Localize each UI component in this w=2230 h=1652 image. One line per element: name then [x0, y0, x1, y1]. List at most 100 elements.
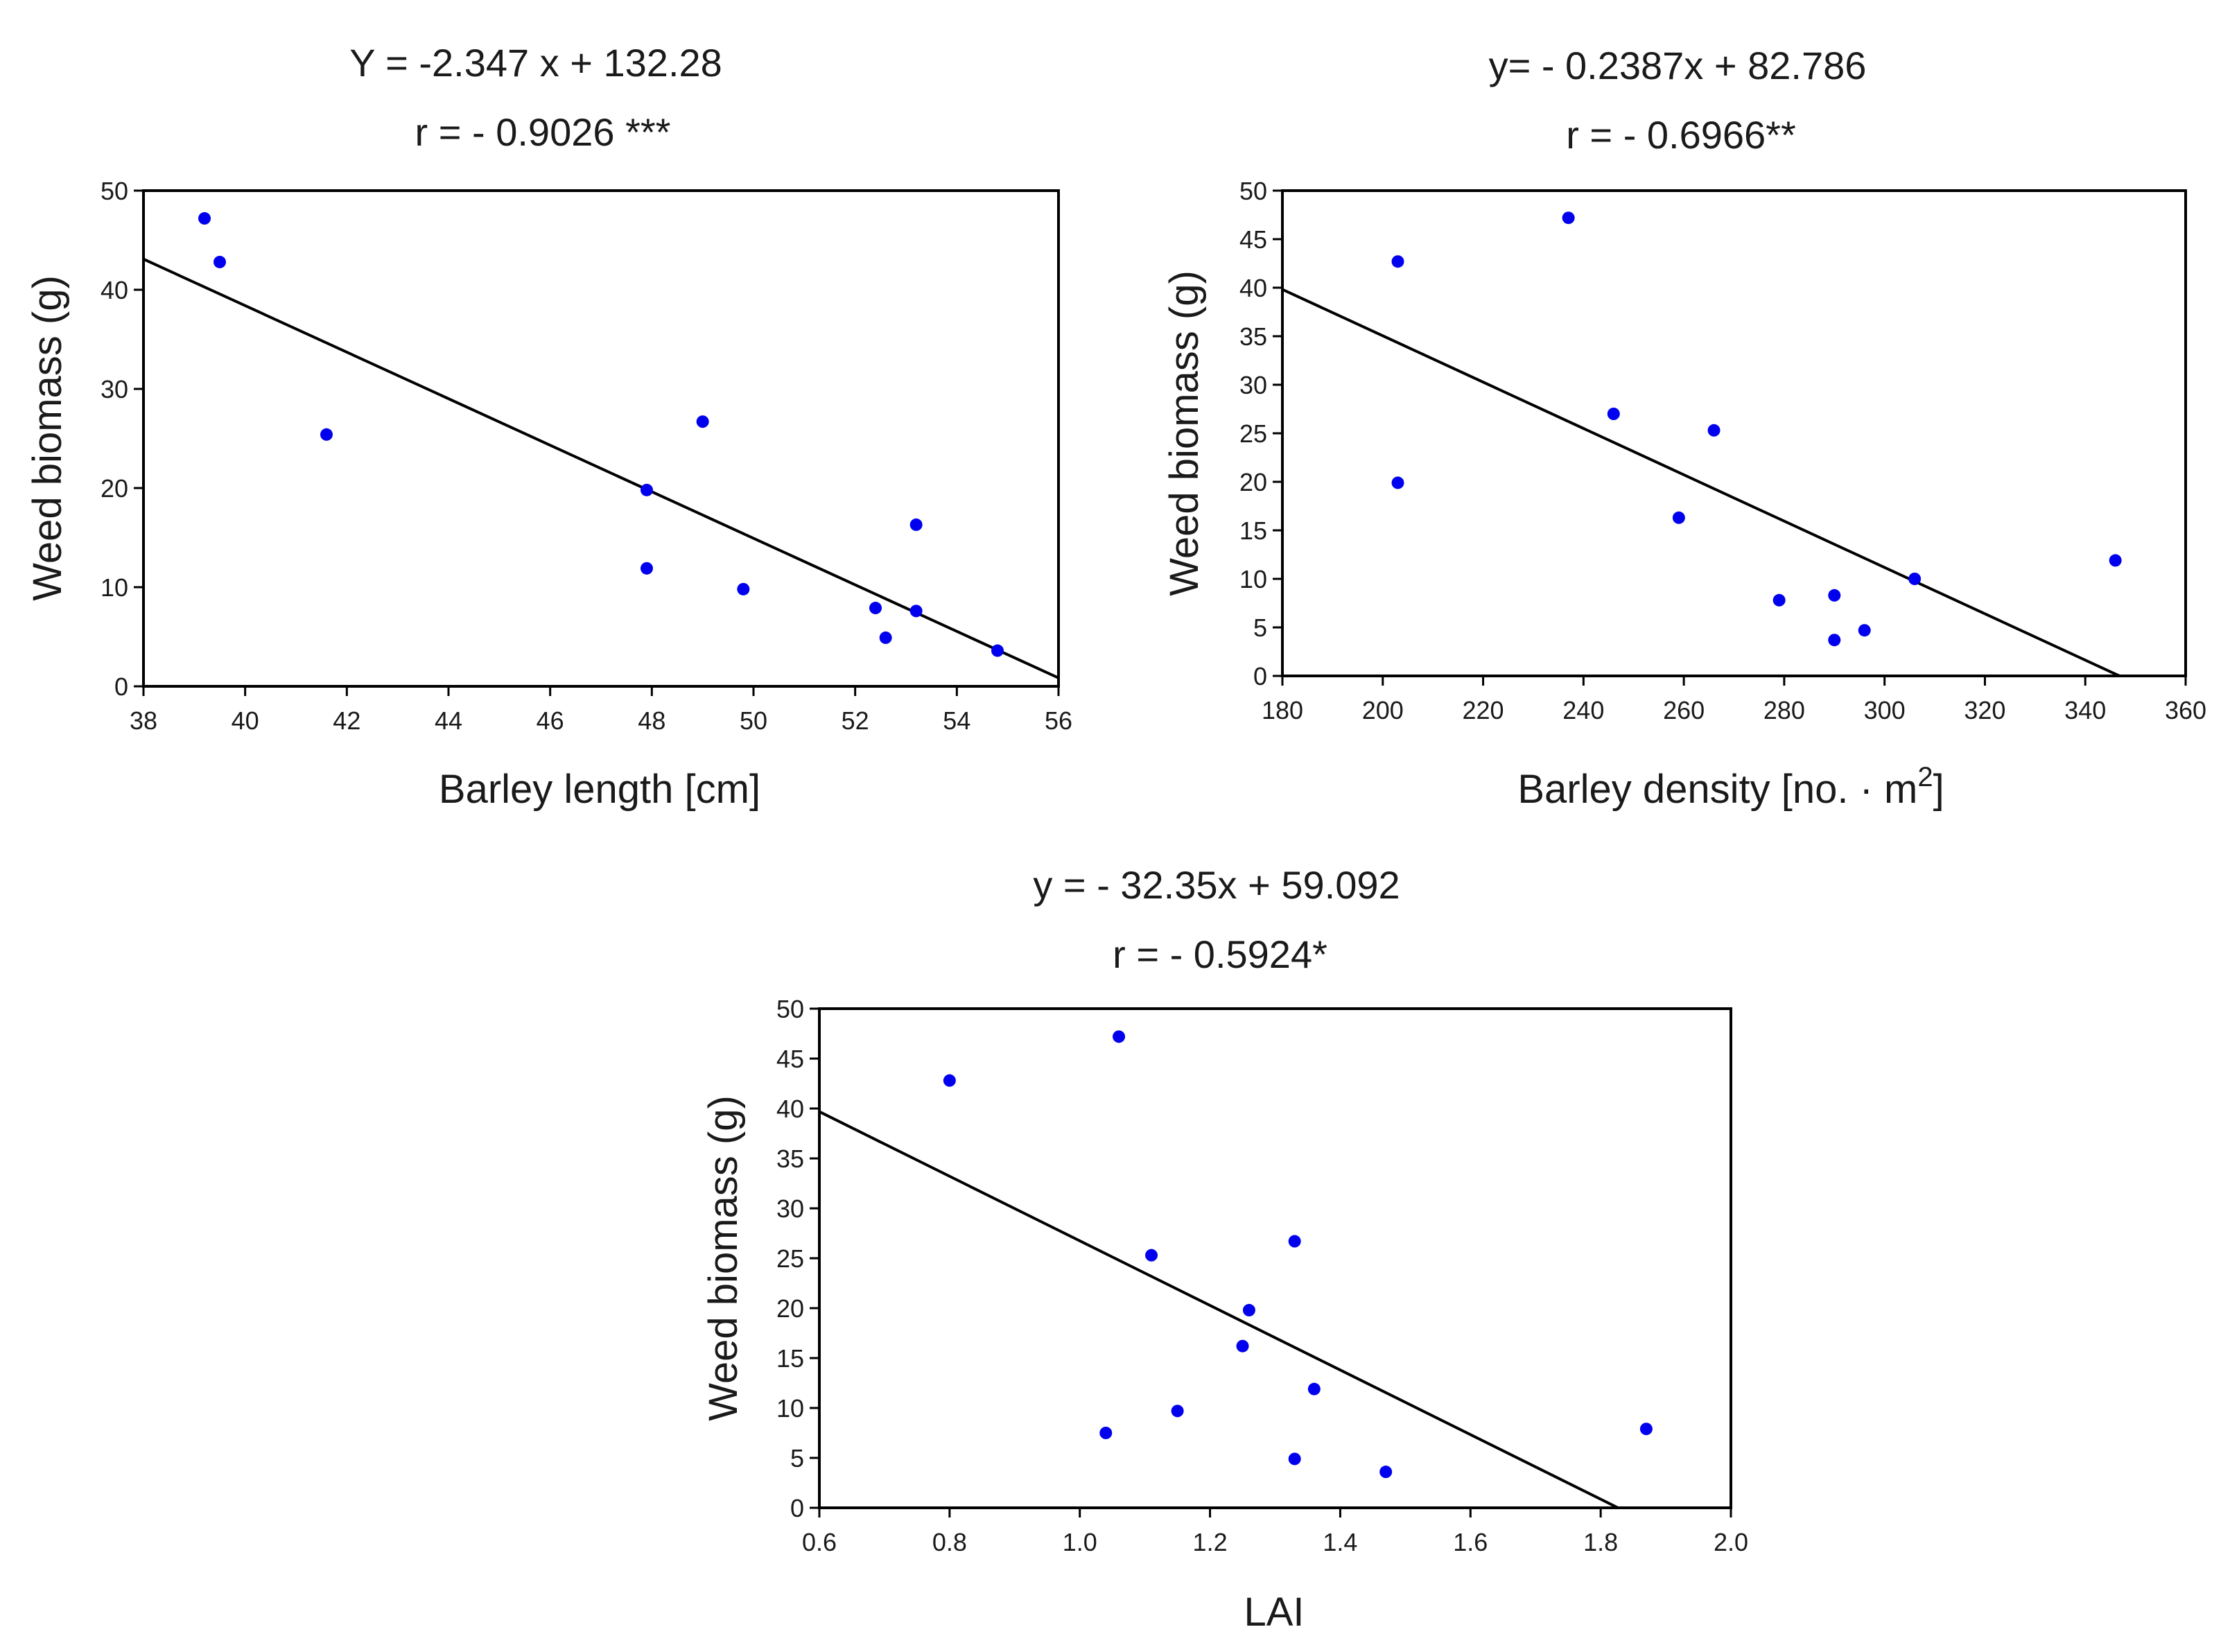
chart1-x-tick-label: 42	[333, 706, 360, 735]
chart2-trend-line	[1282, 288, 2120, 677]
chart2-y-tick-label: 0	[1253, 662, 1267, 690]
chart3-x-tick-label: 1.2	[1193, 1528, 1228, 1556]
chart3-data-point	[1113, 1030, 1126, 1043]
chart1-data-point	[320, 428, 333, 441]
chart1-data-point	[737, 582, 750, 595]
chart3-x-axis-label: LAI	[1244, 1590, 1304, 1635]
chart1-x-tick-label: 54	[943, 706, 970, 735]
chart2-y-tick-label: 40	[1239, 274, 1267, 302]
chart2-data-point	[1772, 593, 1786, 607]
chart3-data-point	[1171, 1405, 1184, 1418]
chart3-y-tick-label: 10	[776, 1394, 804, 1423]
chart3-y-tick-label: 35	[776, 1145, 804, 1173]
chart2-x-axis-label: Barley density [no. · m2]	[1517, 762, 1944, 812]
chart2-y-tick-label: 10	[1239, 565, 1267, 593]
chart1-x-tick-label: 56	[1045, 706, 1072, 735]
chart3-data-point	[1099, 1427, 1113, 1439]
chart3-x-tick-label: 0.6	[802, 1528, 837, 1556]
chart1-y-tick-label: 20	[101, 474, 128, 503]
chart2-x-tick-label: 260	[1663, 696, 1705, 724]
chart3-data-point	[1288, 1452, 1301, 1466]
chart3-x-tick-label: 0.8	[932, 1528, 967, 1556]
chart2-x-tick-label: 220	[1463, 696, 1504, 724]
chart2-equation: y= - 0.2387x + 82.786	[1488, 44, 1867, 87]
chart2-data-point	[1828, 589, 1841, 602]
chart2-x-tick-label: 340	[2064, 696, 2106, 724]
chart2-data-point	[1828, 634, 1841, 647]
chart3-data-point	[943, 1074, 956, 1087]
chart2-data-point	[1607, 408, 1620, 420]
chart3-y-tick-label: 20	[776, 1294, 804, 1323]
chart1-data-point	[198, 212, 211, 225]
chart2-x-tick-label: 320	[1964, 696, 2005, 724]
chart1-y-tick-label: 40	[101, 276, 128, 304]
chart2-data-point	[1908, 573, 1922, 585]
chart2-plot: Barley density [no. · m2] Weed biomass (…	[1162, 177, 2206, 812]
chart2-plot-frame	[1281, 189, 2187, 677]
chart3-plot-frame	[818, 1007, 1732, 1509]
chart3-r-value: r = - 0.5924*	[1113, 932, 1327, 976]
chart3-y-axis-label: Weed biomass (g)	[701, 1095, 746, 1421]
chart1-plot: Barley length [cm] Weed biomass (g) 0 10 2…	[25, 177, 1072, 812]
chart2-data-point	[1672, 511, 1685, 524]
chart1-x-tick-label: 38	[130, 706, 157, 735]
chart1-data-point	[909, 605, 923, 618]
chart1-x-tick-label: 40	[232, 706, 259, 735]
chart1-data-point	[991, 644, 1004, 657]
chart3-x-tick-label: 2.0	[1714, 1528, 1748, 1556]
chart2-data-point	[1391, 255, 1404, 268]
chart2-data-point	[1391, 476, 1404, 489]
chart3-y-tick-label: 40	[776, 1095, 804, 1123]
chart2-y-tick-label: 35	[1239, 322, 1267, 351]
chart1-data-point	[909, 518, 923, 531]
chart2-data-point	[2109, 554, 2122, 567]
chart1-data-point	[696, 415, 709, 428]
chart1-equation: Y = -2.347 x + 132.28	[349, 41, 722, 85]
chart2-y-tick-label: 30	[1239, 371, 1267, 399]
chart3-y-tick-label: 0	[790, 1494, 804, 1522]
chart1-x-tick-label: 46	[537, 706, 564, 735]
chart3-data-point	[1307, 1382, 1321, 1395]
chart2-x-axis-label-sup: 2	[1917, 762, 1933, 792]
chart1-data-point	[641, 483, 653, 496]
chart2-y-tick-label: 5	[1253, 614, 1267, 642]
chart2-data-point	[1707, 424, 1721, 437]
chart2-x-tick-label: 240	[1562, 696, 1604, 724]
chart3-plot: LAI Weed biomass (g) 0 5 10 15 20 25 30 35 40 45 5…	[701, 995, 1748, 1635]
chart3-y-tick-label: 15	[776, 1344, 804, 1373]
chart2-y-tick-label: 45	[1239, 225, 1267, 254]
chart3-data-point	[1639, 1423, 1653, 1436]
chart3-y-tick-label: 45	[776, 1045, 804, 1073]
chart3-y-tick-label: 30	[776, 1194, 804, 1223]
chart3-data-point	[1288, 1235, 1301, 1248]
chart3-x-tick-label: 1.4	[1323, 1528, 1357, 1556]
chart3-data-point	[1236, 1339, 1249, 1353]
chart3-data-point	[1145, 1249, 1158, 1262]
chart1-data-point	[641, 562, 653, 575]
chart1-y-tick-label: 30	[101, 375, 128, 403]
chart1-trend-line	[143, 257, 1059, 679]
chart3-data-point	[1242, 1303, 1255, 1316]
chart2-x-tick-label: 280	[1763, 696, 1805, 724]
chart2-y-tick-label: 25	[1239, 419, 1267, 448]
chart1-x-tick-label: 50	[740, 706, 767, 735]
chart1-data-point	[214, 255, 226, 268]
chart1-plot-frame	[142, 189, 1060, 688]
chart1-y-tick-label: 0	[114, 672, 128, 701]
chart3-trend-line	[819, 1110, 1619, 1509]
chart3-y-tick-label: 50	[776, 995, 804, 1023]
chart2-x-tick-label: 360	[2165, 696, 2206, 724]
chart2-x-axis-label-end: ]	[1933, 767, 1944, 812]
chart1-x-axis-label: Barley length [cm]	[439, 767, 760, 812]
chart1-data-point	[879, 631, 892, 644]
chart2-x-axis-label-main: Barley density [no. · m	[1517, 767, 1917, 812]
chart1-y-tick-label: 10	[101, 573, 128, 602]
chart2-y-tick-label: 20	[1239, 468, 1267, 496]
chart1-x-tick-label: 52	[842, 706, 869, 735]
chart1-data-point	[869, 602, 882, 615]
chart1-y-axis-label: Weed biomass (g)	[25, 275, 70, 601]
chart2-x-tick-label: 200	[1362, 696, 1404, 724]
chart1-y-tick-label: 50	[101, 177, 128, 205]
chart3-y-tick-label: 5	[790, 1444, 804, 1472]
